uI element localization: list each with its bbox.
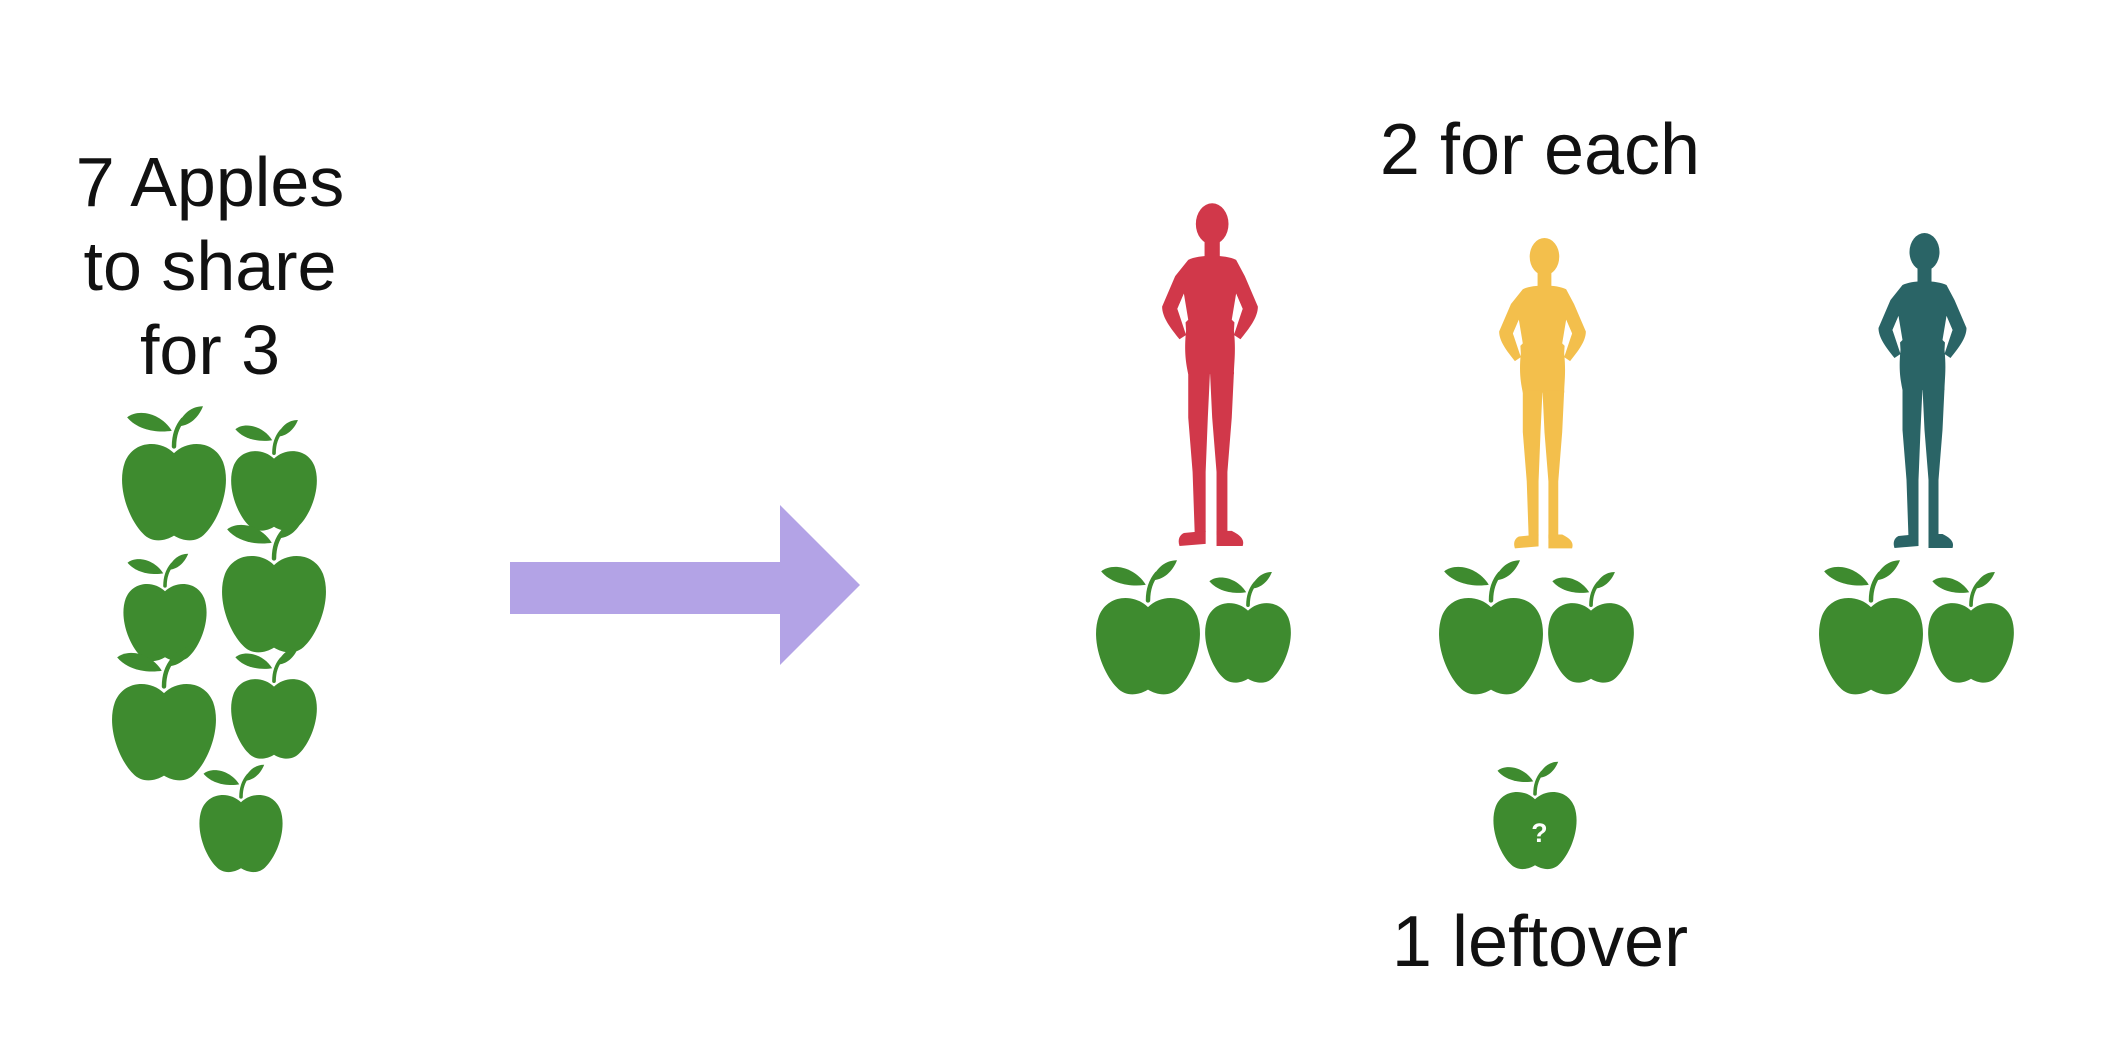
apple-icon: [1202, 570, 1294, 690]
per-person-label: 2 for each: [1379, 110, 1701, 190]
apple-icon: [228, 646, 320, 766]
person-silhouette-icon: [1145, 200, 1275, 570]
problem-title-line2: to share: [83, 227, 337, 305]
apple-icon: [1092, 558, 1204, 703]
apple-icon: [218, 516, 330, 661]
leftover-label: 1 leftover: [1391, 902, 1689, 982]
person-silhouette-icon: [1480, 235, 1605, 570]
problem-title-line3: for 3: [139, 311, 281, 389]
leftover-apple-icon: ?: [1490, 760, 1580, 876]
apple-icon: [196, 763, 286, 879]
leftover-question-mark: ?: [1531, 818, 1547, 848]
problem-title: 7 Apples to share for 3: [40, 140, 380, 392]
right-arrow-icon: [510, 505, 860, 665]
apple-icon: [1435, 558, 1547, 703]
apple-icon: [1545, 570, 1637, 690]
apple-icon: [118, 404, 230, 549]
problem-title-line1: 7 Apples: [75, 143, 345, 221]
apple-icon: [1815, 558, 1927, 703]
person-silhouette-icon: [1860, 230, 1985, 570]
apple-icon: [1925, 570, 2017, 690]
